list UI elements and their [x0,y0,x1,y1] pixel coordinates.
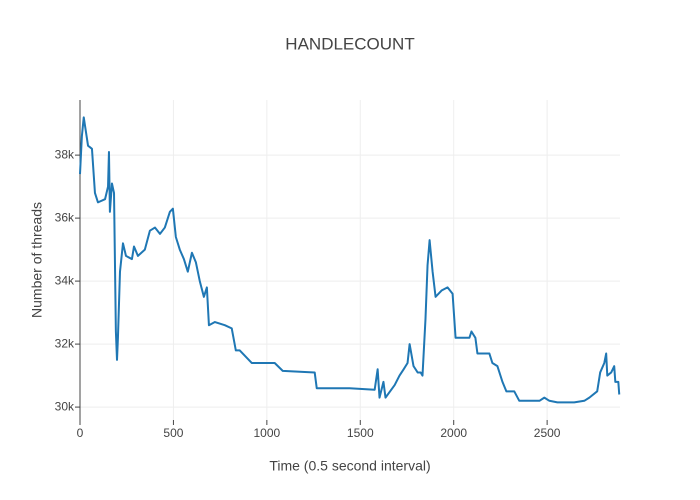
x-tick-label: 1000 [253,426,280,440]
x-tick-label: 2500 [534,426,561,440]
x-axis-title: Time (0.5 second interval) [269,458,430,474]
x-tick-label: 2000 [440,426,467,440]
x-tick-label: 500 [163,426,183,440]
x-tick-label: 1500 [347,426,374,440]
y-axis-title: Number of threads [29,202,45,318]
y-tick-label: 30k [55,399,75,413]
y-tick-label: 32k [55,336,75,350]
y-tick-label: 38k [55,147,75,161]
data-line [79,116,621,404]
chart-title: HANDLECOUNT [285,34,414,53]
y-tick-label: 34k [55,273,75,287]
x-tick-label: 0 [77,426,84,440]
y-tick-label: 36k [55,210,75,224]
